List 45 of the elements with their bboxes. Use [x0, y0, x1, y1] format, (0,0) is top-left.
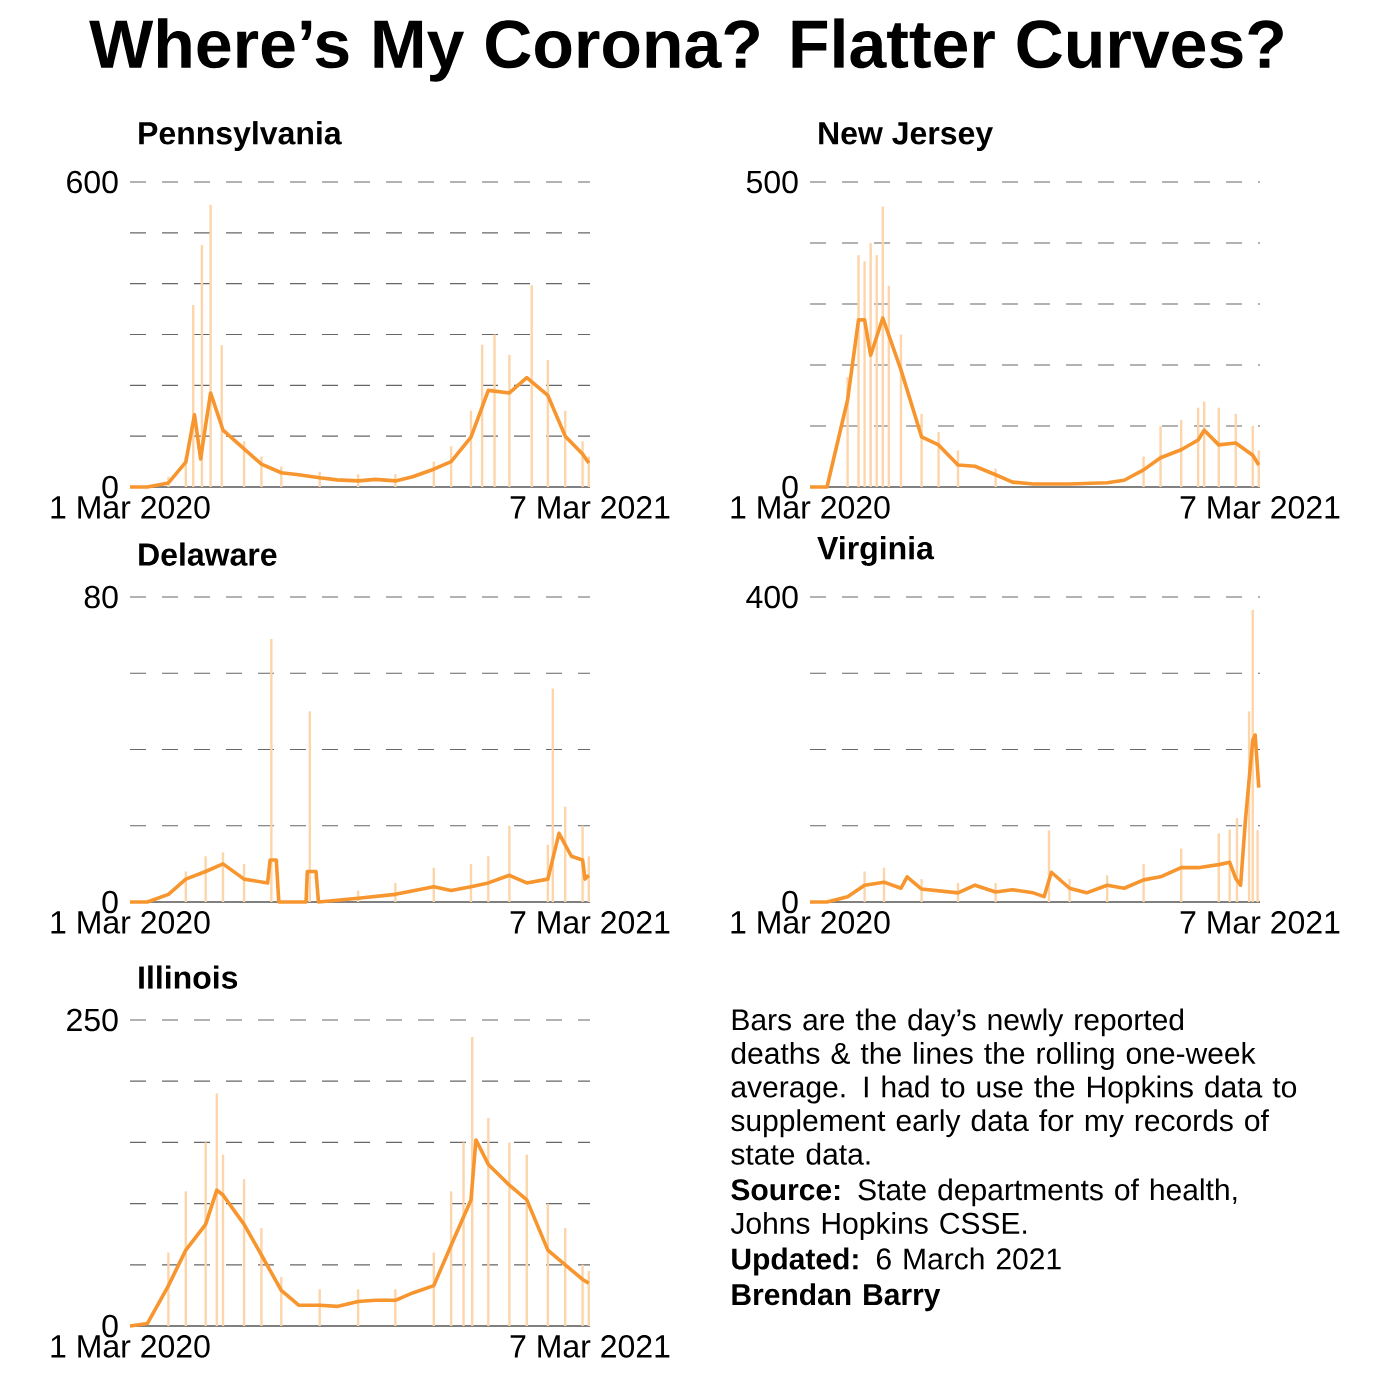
bar: [1159, 425, 1162, 487]
bar: [487, 1117, 490, 1326]
bar: [581, 1264, 584, 1326]
y-tick-label: 250: [67, 1008, 118, 1032]
bar: [508, 354, 511, 487]
bar: [869, 242, 872, 487]
text: Brendan Barry: [732, 1283, 941, 1312]
line-series: [808, 316, 1261, 489]
y-tick-label: 500: [746, 170, 798, 194]
bar: [857, 255, 860, 487]
chart-title: Virginia: [817, 535, 935, 566]
chart-title: Illinois: [139, 965, 238, 989]
line-series: [808, 733, 1261, 904]
bar: [487, 856, 490, 902]
x-tick-label: 7 Mar 2021: [1180, 911, 1340, 934]
chart-title: New Jersey: [819, 122, 993, 151]
bar: [1256, 830, 1259, 902]
x-tick-label: 7 Mar 2021: [1180, 496, 1340, 519]
line-series: [128, 375, 591, 489]
bar: [508, 825, 511, 902]
bar: [1228, 829, 1231, 902]
bar: [937, 432, 940, 487]
chart-title: Pennsylvania: [139, 121, 342, 151]
line-series: [128, 1138, 591, 1328]
y-tick-label: 400: [746, 585, 798, 609]
bar: [493, 334, 496, 487]
bar: [204, 1142, 207, 1326]
x-tick-label: 7 Mar 2021: [510, 496, 670, 519]
bar: [462, 1142, 465, 1326]
chart-title: Delaware: [139, 542, 277, 566]
bar: [508, 1142, 511, 1326]
y-tick-label: 600: [67, 170, 118, 194]
bar: [209, 204, 212, 487]
bar: [863, 261, 866, 487]
bar: [204, 856, 207, 902]
text: Bars are the day’s newly reported deaths & the lines the rolling one-week average. I had to use the Hopkins data to supplement early data for my records of state data.: [731, 1008, 1297, 1165]
text: Updated: 6 March 2021: [732, 1247, 1061, 1276]
x-tick-label: 7 Mar 2021: [510, 911, 670, 934]
line-series: [128, 831, 591, 904]
bar: [260, 1228, 263, 1326]
text: Source: State departments of health, Johns Hopkins CSSE.: [730, 1178, 1237, 1240]
y-tick-label: 80: [84, 585, 118, 609]
bar: [270, 638, 273, 902]
x-tick-label: 7 Mar 2021: [510, 1335, 670, 1358]
text: Where’s My Corona? Flatter Curves?: [89, 18, 1283, 82]
